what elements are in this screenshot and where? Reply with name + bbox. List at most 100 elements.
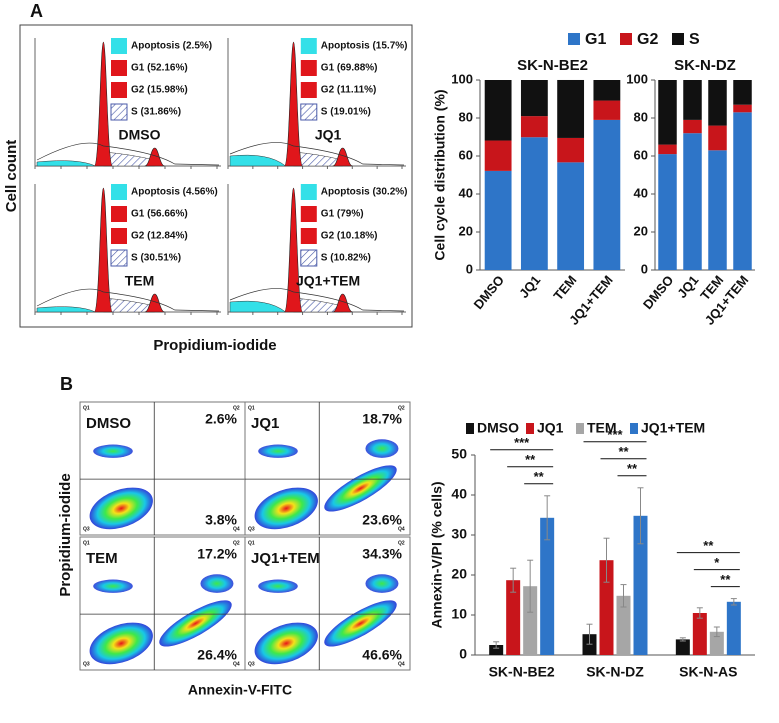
bar-segment xyxy=(484,80,512,141)
bar xyxy=(675,639,690,655)
bar xyxy=(616,595,631,655)
legend-label: G2 (12.84%) xyxy=(131,231,188,242)
density xyxy=(258,579,298,593)
quadrant-label: Q2 xyxy=(233,405,240,411)
apoptosis-area xyxy=(229,154,287,167)
legend-swatch xyxy=(110,103,128,121)
bar-segment xyxy=(520,137,548,270)
error-bar xyxy=(730,598,737,606)
histogram-outline xyxy=(229,142,405,166)
g2-peak xyxy=(332,293,353,313)
g2-peak xyxy=(144,147,165,167)
quadrant-percent: 46.6% xyxy=(362,647,402,663)
y-axis-label: Annexin-V/PI (% cells) xyxy=(429,481,445,628)
x-tick-label: TEM xyxy=(550,272,579,303)
density xyxy=(93,444,133,458)
bar-segment xyxy=(733,80,752,105)
bar-segment xyxy=(557,162,585,270)
panel-label: B xyxy=(60,374,73,394)
quadrant-percent: 3.8% xyxy=(205,512,237,528)
plot-name: JQ1+TEM xyxy=(251,550,320,567)
bar-segment xyxy=(683,80,702,120)
histogram-name: JQ1 xyxy=(315,127,342,143)
x-tick-label: SK-N-AS xyxy=(679,664,737,680)
histogram-name: TEM xyxy=(125,273,155,289)
bar xyxy=(692,613,707,655)
legend-label: Apoptosis (4.56%) xyxy=(131,187,218,198)
bar xyxy=(506,580,521,655)
quadrant-label: Q4 xyxy=(398,661,405,667)
g1-peak xyxy=(284,41,303,167)
plot-name: TEM xyxy=(86,550,118,567)
histogram-name: JQ1+TEM xyxy=(296,273,360,289)
apoptosis-area xyxy=(36,160,96,167)
quadrant-label: Q2 xyxy=(398,405,405,411)
x-tick-label: JQ1 xyxy=(674,272,701,300)
density xyxy=(89,622,153,665)
y-tick-label: 20 xyxy=(451,566,467,582)
legend-swatch xyxy=(300,38,317,54)
bar-segment xyxy=(593,100,621,120)
facet-title: SK-N-BE2 xyxy=(517,57,588,74)
legend-label: G1 (69.88%) xyxy=(321,63,378,74)
histogram-name: DMSO xyxy=(119,127,161,143)
panel-frame xyxy=(19,24,413,328)
legend-swatch xyxy=(300,184,317,200)
g1-peak xyxy=(284,187,303,313)
quadrant-label: Q4 xyxy=(398,526,405,532)
bar-segment xyxy=(683,119,702,134)
legend-swatch xyxy=(111,184,127,200)
legend-label: TEM xyxy=(587,420,617,436)
apoptosis-area xyxy=(229,300,287,313)
density xyxy=(365,439,399,458)
y-tick-label: 20 xyxy=(634,223,648,238)
legend-swatch xyxy=(300,228,317,244)
error-bar xyxy=(696,607,703,619)
quadrant-percent: 26.4% xyxy=(197,647,237,663)
y-tick-label: 40 xyxy=(451,486,467,502)
g2-peak xyxy=(144,293,165,313)
density xyxy=(254,487,318,530)
bar-segment xyxy=(658,154,677,270)
legend-label: S xyxy=(689,31,700,48)
legend-swatch xyxy=(300,249,318,267)
bar-segment xyxy=(708,80,727,126)
density xyxy=(89,487,153,530)
legend-swatch xyxy=(300,60,317,76)
legend-swatch xyxy=(111,60,127,76)
x-tick-label: SK-N-BE2 xyxy=(489,664,555,680)
quadrant-label: Q2 xyxy=(398,540,405,546)
legend-swatch xyxy=(110,249,128,267)
x-tick-label: DMSO xyxy=(640,272,677,312)
facet-title: SK-N-DZ xyxy=(674,57,736,74)
y-tick-label: 40 xyxy=(459,185,473,200)
g1-peak xyxy=(94,187,113,313)
density xyxy=(324,600,397,647)
bar xyxy=(599,560,614,655)
x-tick-label: DMSO xyxy=(470,272,507,312)
error-bar xyxy=(510,567,517,593)
significance-label: ** xyxy=(703,538,714,553)
legend-swatch xyxy=(300,103,318,121)
bar-segment xyxy=(520,116,548,138)
significance-label: ** xyxy=(618,444,629,459)
bar-segment xyxy=(708,125,727,151)
legend-label: S (19.01%) xyxy=(321,107,371,118)
legend-label: G2 (11.11%) xyxy=(321,85,377,96)
density xyxy=(93,579,133,593)
panel-label: A xyxy=(30,1,43,21)
bar-segment xyxy=(658,144,677,155)
y-tick-label: 0 xyxy=(459,646,467,662)
y-axis-label: Cell count xyxy=(3,140,20,213)
error-bar xyxy=(713,626,720,638)
density xyxy=(324,465,397,512)
significance-label: ** xyxy=(627,461,638,476)
bar-segment xyxy=(593,80,621,101)
legend-swatch xyxy=(576,423,584,434)
legend-label: G1 (79%) xyxy=(321,209,364,220)
bar xyxy=(709,631,724,655)
quadrant-label: Q4 xyxy=(233,661,240,667)
y-tick-label: 0 xyxy=(641,261,648,276)
bar xyxy=(489,645,504,655)
